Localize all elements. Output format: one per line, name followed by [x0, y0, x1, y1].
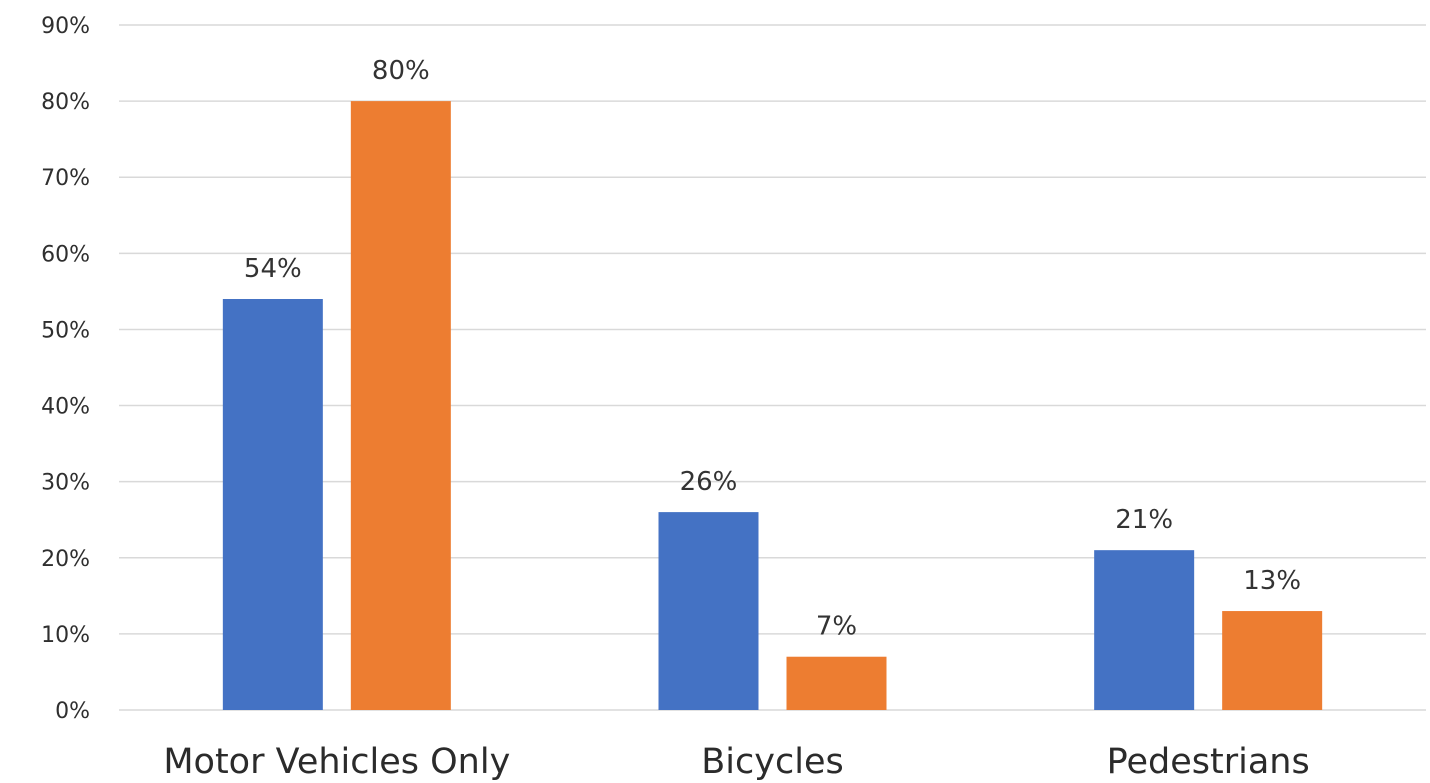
y-tick-label: 80% — [41, 90, 90, 115]
bar-series-1-1 — [658, 512, 759, 710]
data-label: 7% — [816, 612, 857, 642]
category-label: Bicycles — [701, 742, 843, 782]
category-label: Motor Vehicles Only — [163, 742, 510, 782]
y-tick-label: 40% — [41, 395, 90, 420]
y-tick-label: 90% — [41, 14, 90, 39]
data-label: 54% — [244, 254, 302, 284]
bars — [222, 101, 1323, 711]
y-axis-ticks: 0% 10% 20% 30% 40% 50% 60% 70% 80% 90% — [41, 14, 90, 724]
data-label: 13% — [1243, 566, 1301, 596]
data-labels: 54% 80% 26% 7% 21% 13% — [244, 56, 1301, 642]
x-axis-categories: Motor Vehicles Only Bicycles Pedestrians — [163, 742, 1309, 782]
y-tick-label: 20% — [41, 547, 90, 572]
bar-series-2-2 — [1222, 611, 1323, 710]
y-tick-label: 10% — [41, 623, 90, 648]
data-label: 80% — [372, 56, 430, 86]
y-tick-label: 30% — [41, 471, 90, 496]
y-tick-label: 50% — [41, 318, 90, 343]
data-label: 26% — [680, 467, 738, 497]
y-tick-label: 0% — [55, 699, 90, 724]
bar-series-2-1 — [786, 656, 887, 710]
bar-series-2-0 — [350, 101, 451, 711]
category-label: Pedestrians — [1107, 742, 1310, 782]
y-tick-label: 70% — [41, 166, 90, 191]
bar-series-1-0 — [222, 299, 323, 710]
data-label: 21% — [1115, 505, 1173, 535]
bar-series-1-2 — [1094, 550, 1195, 710]
y-tick-label: 60% — [41, 242, 90, 267]
gridlines — [119, 24, 1426, 711]
